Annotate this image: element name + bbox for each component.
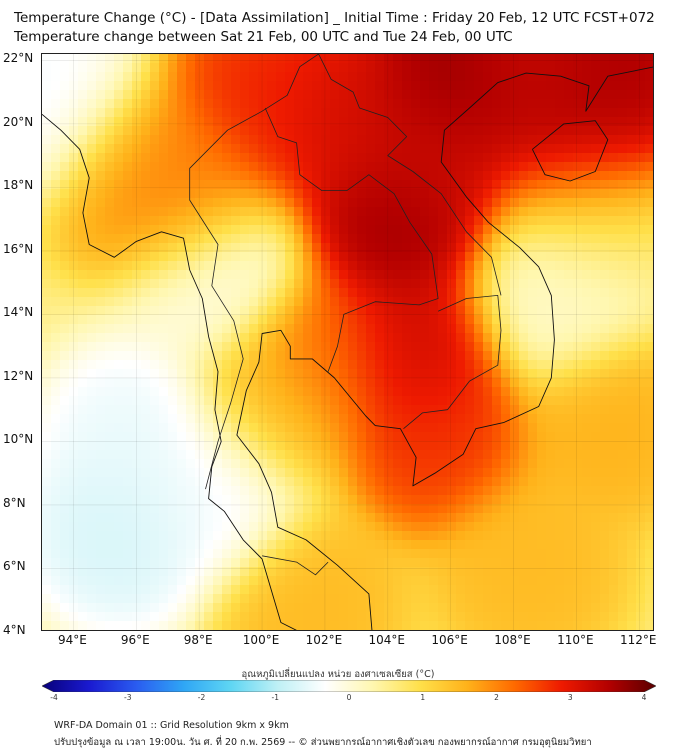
colorbar-tick-label: -2: [197, 693, 206, 702]
country-border: [264, 107, 439, 372]
longitude-label: 100°E: [242, 633, 280, 647]
colorbar-tick-label: -3: [124, 693, 132, 702]
latitude-label: 12°N: [3, 368, 34, 383]
longitude-label: 104°E: [368, 633, 406, 647]
longitude-label: 94°E: [57, 633, 87, 647]
longitude-label: 102°E: [305, 633, 343, 647]
chart-title: Temperature Change (°C) - [Data Assimila…: [14, 10, 655, 26]
colorbar-tick-label: -4: [50, 693, 58, 702]
country-border: [318, 54, 502, 296]
longitude-label: 108°E: [494, 633, 531, 647]
coastline: [531, 120, 609, 182]
footer-model-info: WRF-DA Domain 01 :: Grid Resolution 9km …: [54, 720, 289, 731]
colorbar-tick-label: 0: [346, 693, 352, 702]
colorbar-tick-label: -1: [271, 693, 279, 702]
latitude-label: 22°N: [3, 51, 34, 66]
map-panel[interactable]: [41, 53, 654, 631]
colorbar-tick-label: 3: [567, 693, 573, 702]
colorbar-tick-label: 2: [494, 693, 499, 702]
latitude-label: 6°N: [3, 559, 26, 574]
latitude-label: 14°N: [3, 305, 34, 320]
chart-subtitle: Temperature change between Sat 21 Feb, 0…: [14, 29, 513, 45]
colorbar-tick-label: 4: [641, 693, 647, 702]
latitude-label: 18°N: [3, 178, 34, 193]
country-border: [403, 295, 502, 430]
country-border: [262, 555, 329, 576]
latitude-label: 16°N: [3, 241, 34, 256]
temperature-change-map: [42, 54, 653, 630]
latitude-label: 20°N: [3, 114, 34, 129]
colorbar-title: อุณหภูมิเปลี่ยนแปลง หน่วย องศาเซลเซียส (…: [241, 669, 435, 680]
latitude-label: 4°N: [3, 623, 26, 637]
colorbar-tick-label: 1: [420, 693, 426, 702]
longitude-label: 112°E: [620, 633, 657, 647]
latitude-label: 10°N: [3, 432, 34, 447]
colorbar: [42, 680, 656, 692]
longitude-label: 110°E: [557, 633, 594, 647]
colorbar-gradient: [42, 680, 656, 692]
longitude-label: 96°E: [120, 633, 150, 647]
country-border: [189, 54, 319, 490]
coastline: [236, 66, 653, 630]
footer-credit: ปรับปรุงข้อมูล ณ เวลา 19:00น. วัน ศ. ที่…: [54, 737, 592, 748]
latitude-label: 8°N: [3, 495, 26, 510]
coastline: [42, 113, 297, 630]
longitude-label: 98°E: [183, 633, 213, 647]
longitude-label: 106°E: [431, 633, 468, 647]
temperature-field: [42, 54, 653, 630]
